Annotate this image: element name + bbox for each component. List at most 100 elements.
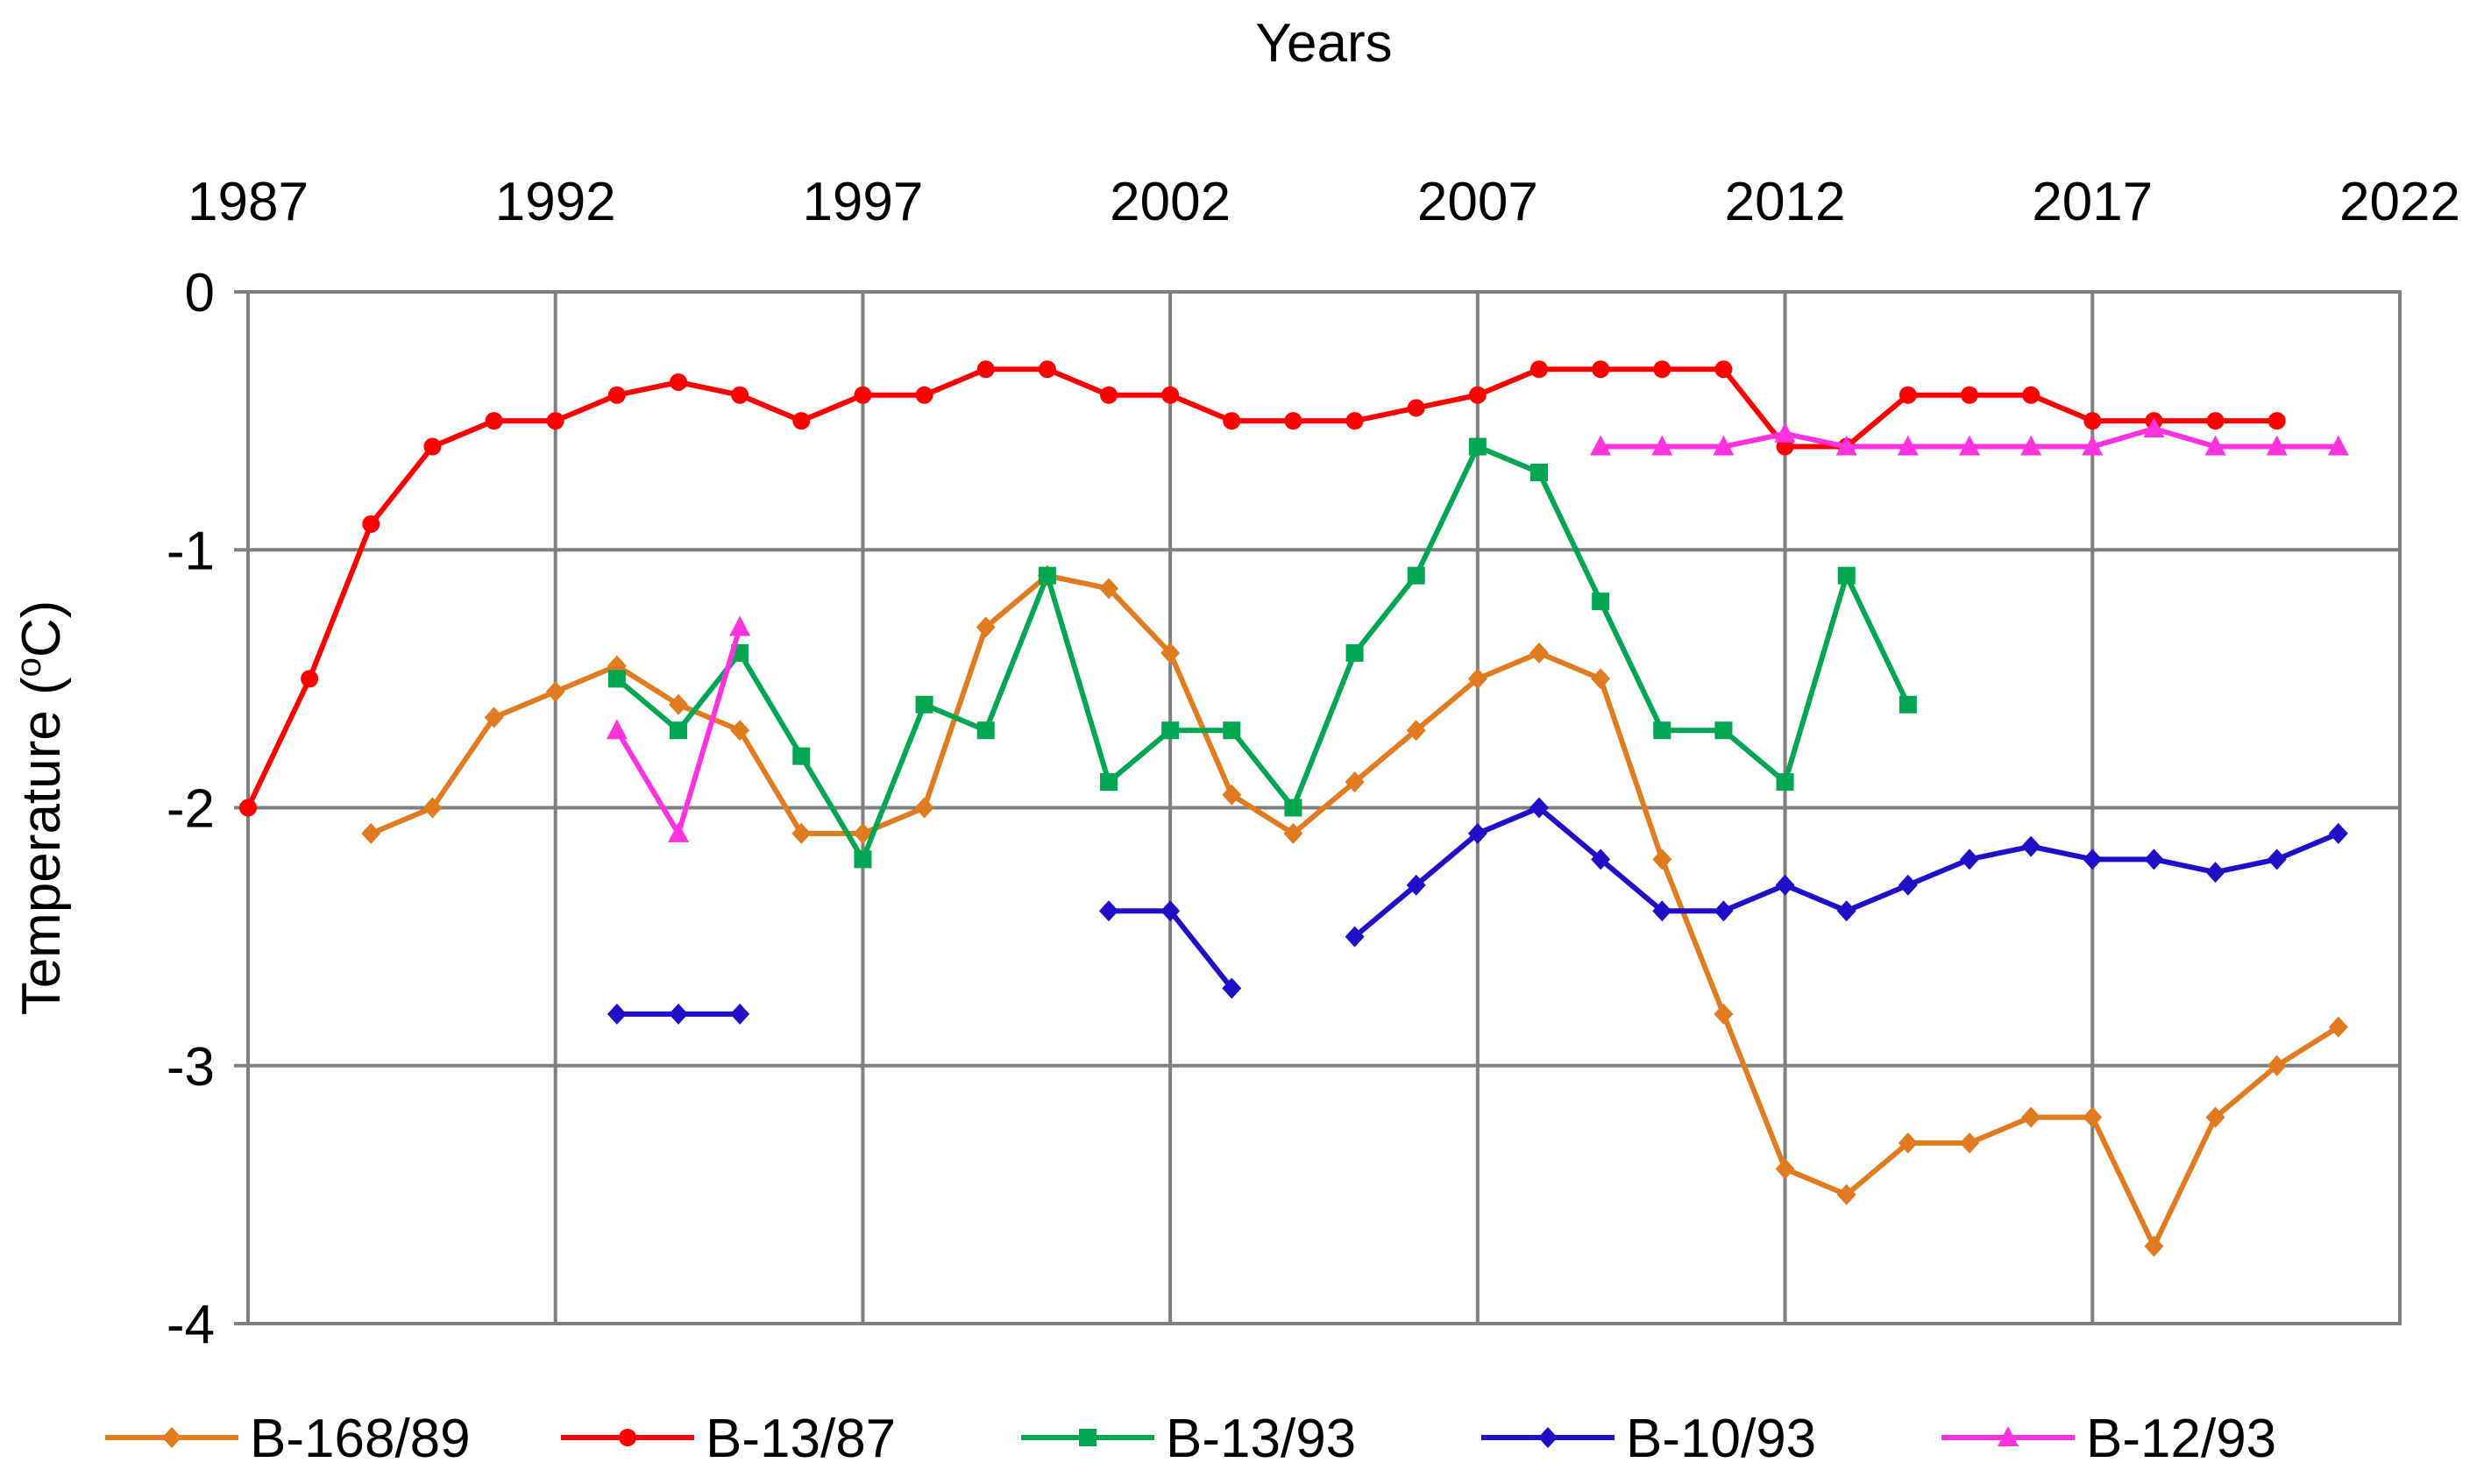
data-point	[670, 373, 687, 391]
legend: B-168/89 B-13/87 B-13/93 B-10/93 B-12/93	[105, 1409, 2276, 1469]
series-b-168-89	[361, 564, 2348, 1257]
data-point	[1468, 386, 1487, 404]
data-point	[1100, 773, 1118, 792]
data-point	[422, 797, 443, 819]
data-point	[1345, 771, 1365, 793]
data-point	[1467, 668, 1487, 690]
legend-label: B-168/89	[250, 1409, 471, 1469]
data-point	[1222, 977, 1242, 999]
data-point	[914, 797, 934, 819]
data-point	[1714, 900, 1734, 922]
data-point	[1653, 360, 1671, 379]
data-point	[1897, 435, 1919, 456]
data-point	[1898, 874, 1918, 896]
legend-label: B-12/93	[2086, 1409, 2276, 1469]
data-point	[423, 437, 442, 456]
data-point	[1590, 435, 1612, 456]
data-point	[2266, 435, 2288, 456]
series-b-12-93	[606, 416, 2349, 842]
x-tick-label: 1997	[802, 172, 923, 232]
data-point	[1713, 435, 1735, 456]
y-tick-label: -1	[167, 521, 215, 581]
data-point	[1591, 668, 1611, 690]
data-point	[915, 695, 933, 714]
legend-swatch-marker	[1079, 1429, 1096, 1446]
y-axis-title: Temperature (oC)	[10, 600, 72, 1016]
legend-item: B-168/89	[105, 1409, 471, 1469]
data-point	[607, 386, 626, 404]
x-tick-label: 1992	[495, 172, 616, 232]
y-tick-label: -2	[167, 779, 215, 840]
data-point	[915, 386, 933, 404]
data-point	[546, 412, 564, 430]
data-point	[1284, 799, 1302, 817]
data-point	[1592, 360, 1610, 379]
series-b-13-93	[607, 437, 1917, 869]
data-point	[1652, 849, 1672, 870]
x-tick-label: 2017	[2032, 172, 2153, 232]
legend-item: B-10/93	[1481, 1409, 1816, 1469]
legend-swatch-marker	[1538, 1427, 1558, 1448]
data-point	[1160, 900, 1181, 922]
data-point	[2082, 435, 2104, 456]
data-point	[2144, 849, 2164, 870]
data-point	[2083, 849, 2103, 870]
data-point	[792, 747, 811, 765]
data-point	[854, 850, 872, 869]
data-point	[2328, 822, 2348, 844]
data-point	[2205, 862, 2225, 884]
data-point	[1406, 720, 1426, 742]
data-point	[1898, 386, 1917, 404]
x-tick-label: 2002	[1110, 172, 1231, 232]
data-point	[1160, 642, 1181, 664]
data-point	[853, 822, 873, 844]
data-point	[2143, 416, 2165, 437]
data-point	[1530, 463, 1548, 481]
legend-label: B-13/93	[1166, 1409, 1356, 1469]
data-point	[1345, 926, 1365, 948]
data-point	[1223, 721, 1241, 740]
data-point	[2020, 435, 2042, 456]
data-point	[2021, 1106, 2041, 1128]
data-point	[1836, 900, 1856, 922]
data-point	[1592, 593, 1610, 611]
x-axis-ticks: 1987 1992 1997 2002 2007 2012 2017 2022	[188, 172, 2460, 232]
data-point	[1406, 874, 1426, 896]
data-point	[1467, 822, 1487, 844]
data-point	[1775, 874, 1795, 896]
data-point	[2022, 386, 2040, 404]
data-point	[1898, 1133, 1918, 1154]
data-point	[1651, 435, 1673, 456]
data-point	[1161, 386, 1180, 404]
data-point	[1284, 412, 1302, 430]
data-point	[1591, 849, 1611, 870]
legend-swatch-marker	[619, 1429, 636, 1446]
data-point	[2144, 1235, 2164, 1257]
data-point	[729, 615, 751, 636]
data-point	[1407, 399, 1425, 417]
y-tick-label: 0	[185, 263, 215, 323]
data-point	[1836, 1183, 1856, 1205]
y-tick-label: -3	[167, 1037, 215, 1097]
data-point	[607, 1003, 627, 1025]
data-point	[2205, 1106, 2225, 1128]
data-point	[2327, 435, 2349, 456]
data-point	[669, 693, 688, 715]
data-point	[1407, 566, 1425, 585]
data-point	[607, 670, 626, 688]
data-point	[731, 386, 749, 404]
data-point	[239, 799, 257, 817]
data-point	[2083, 1106, 2103, 1128]
data-point	[2267, 1054, 2287, 1076]
data-point	[1468, 437, 1487, 456]
data-point	[1038, 566, 1056, 585]
data-point	[362, 515, 380, 533]
data-point	[1960, 1133, 1979, 1154]
series-line	[245, 366, 2277, 809]
data-point	[670, 721, 687, 740]
data-point	[1776, 773, 1794, 792]
legend-swatch-marker	[162, 1427, 181, 1448]
data-point	[1283, 822, 1303, 844]
data-point	[1100, 386, 1118, 404]
